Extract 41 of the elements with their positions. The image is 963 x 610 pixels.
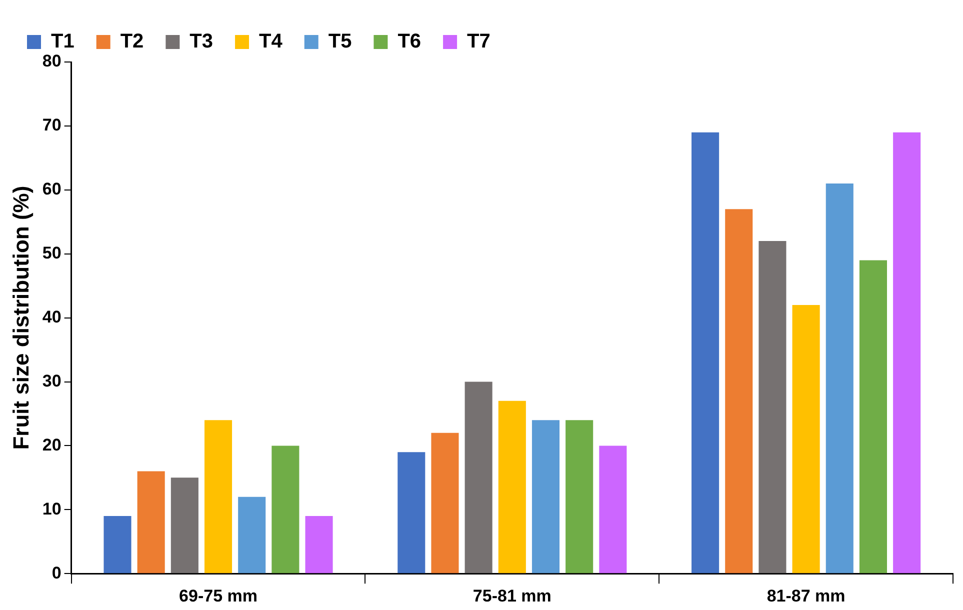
legend-label: T4 xyxy=(259,30,284,53)
bar xyxy=(859,260,887,574)
bar xyxy=(599,446,627,574)
y-tick-label: 60 xyxy=(42,180,62,199)
bar xyxy=(498,400,526,574)
y-tick-label: 30 xyxy=(42,371,62,390)
legend-label: T3 xyxy=(190,30,214,53)
bar xyxy=(170,478,198,574)
x-tick-label: 81-87 mm xyxy=(766,586,846,606)
legend-label: T6 xyxy=(398,30,422,53)
legend-label: T2 xyxy=(120,30,144,53)
bar xyxy=(431,432,459,574)
y-tick-label: 50 xyxy=(42,244,62,263)
y-axis-title: Fruit size distribution (%) xyxy=(8,186,34,450)
y-tick-label: 70 xyxy=(42,116,62,135)
y-tick-label: 20 xyxy=(42,435,62,454)
bar xyxy=(238,496,266,574)
y-tick-label: 10 xyxy=(42,499,62,518)
bar xyxy=(137,471,165,574)
bar xyxy=(104,516,132,574)
bar xyxy=(272,446,300,574)
legend-label: T5 xyxy=(328,30,352,53)
bar xyxy=(305,516,333,574)
y-tick-label: 0 xyxy=(52,563,62,582)
legend-label: T1 xyxy=(51,30,74,53)
legend-label: T7 xyxy=(467,30,490,53)
bar xyxy=(204,420,232,574)
bar xyxy=(464,382,492,574)
bar xyxy=(566,420,594,574)
bar xyxy=(398,452,426,574)
bar xyxy=(692,132,720,574)
y-tick-label: 80 xyxy=(42,52,62,71)
bar xyxy=(826,184,854,574)
bar xyxy=(893,132,921,574)
bar xyxy=(725,209,753,574)
x-tick-label: 69-75 mm xyxy=(179,586,258,606)
y-tick-label: 40 xyxy=(42,307,62,326)
bar xyxy=(758,241,786,574)
bar xyxy=(532,420,560,574)
bar xyxy=(792,305,820,574)
x-tick-label: 75-81 mm xyxy=(472,586,552,606)
